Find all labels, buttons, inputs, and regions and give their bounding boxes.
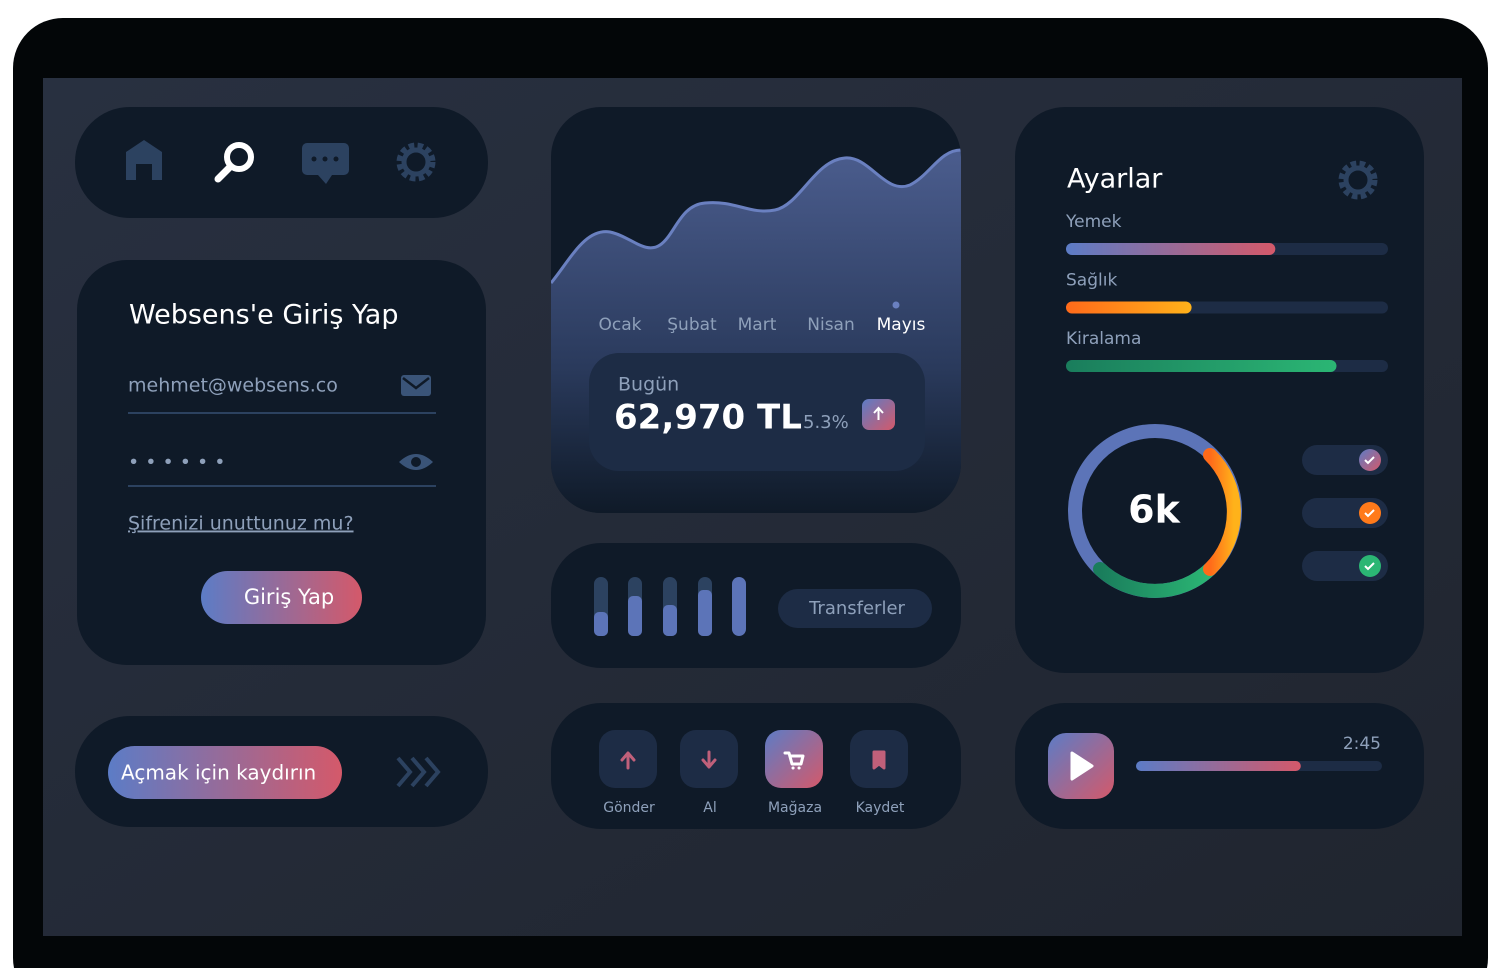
mail-icon — [401, 375, 431, 396]
play-icon — [1070, 751, 1094, 781]
bar-label: Sağlık — [1066, 271, 1117, 291]
action-label: Kaydet — [856, 800, 905, 816]
password-input[interactable]: • • • • • • — [128, 452, 225, 474]
bar-fill — [1066, 360, 1337, 372]
login-button[interactable] — [201, 571, 362, 624]
player-time: 2:45 — [1343, 734, 1381, 754]
transfer-card — [551, 543, 961, 668]
ring — [1068, 424, 1242, 598]
player-progress — [1136, 761, 1301, 771]
equalizer — [594, 577, 746, 636]
settings-icon[interactable] — [396, 142, 436, 182]
bar-label: Kiralama — [1066, 329, 1141, 349]
eye-icon[interactable] — [399, 454, 433, 470]
bar-fill — [1066, 301, 1192, 314]
up-arrow — [873, 406, 884, 420]
toggles[interactable] — [1302, 445, 1388, 581]
today-amount: 62,970 TL — [614, 398, 802, 438]
today-change: 5.3% — [803, 412, 849, 433]
action-icon — [872, 750, 886, 770]
forgot-link[interactable]: Şifrenizi unuttunuz mu? — [128, 513, 354, 535]
settings-gear[interactable] — [1338, 160, 1378, 200]
slide-label: Açmak için kaydırın — [121, 761, 316, 785]
month-label: Mayıs — [877, 315, 926, 335]
action-label: Al — [703, 800, 716, 816]
today-box — [589, 353, 925, 471]
month-label: Mart — [738, 315, 777, 335]
transfer-button[interactable] — [778, 589, 932, 628]
action-label: Gönder — [603, 800, 655, 816]
bar-fill — [1066, 243, 1276, 255]
email-input[interactable]: mehmet@websens.co — [128, 375, 338, 397]
login-button-label: Giriş Yap — [244, 585, 334, 609]
slide-handle[interactable] — [108, 746, 342, 799]
action-icon — [783, 751, 805, 770]
home-icon[interactable] — [126, 140, 162, 180]
search-icon[interactable] — [214, 142, 254, 183]
area-line — [551, 148, 961, 284]
action-icon — [701, 750, 717, 769]
month-label: Ocak — [599, 315, 642, 335]
action-icon — [620, 751, 636, 770]
today-label: Bugün — [618, 374, 679, 396]
bar-label: Yemek — [1065, 212, 1122, 232]
chat-icon[interactable] — [302, 143, 349, 184]
month-label: Şubat — [667, 315, 717, 335]
login-title: Websens'e Giriş Yap — [129, 300, 398, 331]
ring-label: 6k — [1128, 488, 1180, 532]
month-label: Nisan — [807, 315, 855, 335]
chevrons — [396, 756, 441, 788]
login-card — [77, 260, 486, 665]
month-dot — [892, 301, 900, 309]
transfer-label: Transferler — [808, 598, 905, 619]
nav-card — [75, 107, 488, 218]
action-button[interactable] — [765, 730, 823, 788]
action-label: Mağaza — [768, 800, 822, 816]
settings-title: Ayarlar — [1067, 164, 1163, 195]
